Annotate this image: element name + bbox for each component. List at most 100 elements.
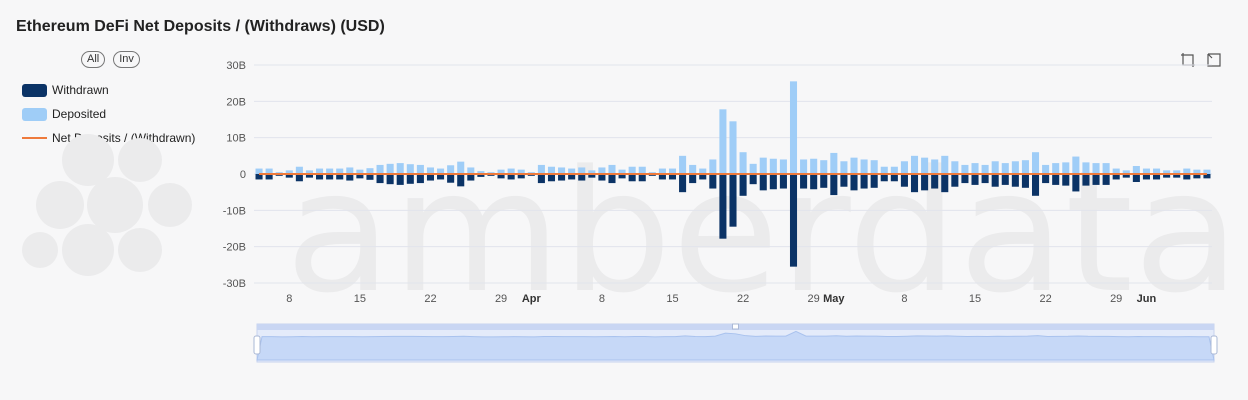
bar-deposited[interactable] <box>739 152 747 174</box>
bar-deposited[interactable] <box>850 157 858 174</box>
bar-deposited[interactable] <box>870 160 878 174</box>
bar-withdrawn[interactable] <box>447 174 455 183</box>
bar-withdrawn[interactable] <box>255 174 263 180</box>
bar-deposited[interactable] <box>961 164 969 174</box>
bar-withdrawn[interactable] <box>638 174 646 182</box>
bar-withdrawn[interactable] <box>709 174 717 189</box>
bar-withdrawn[interactable] <box>477 174 485 177</box>
bar-deposited[interactable] <box>437 168 445 174</box>
bar-withdrawn[interactable] <box>1203 174 1211 179</box>
bar-withdrawn[interactable] <box>295 174 303 182</box>
bar-withdrawn[interactable] <box>689 174 697 184</box>
bar-deposited[interactable] <box>800 159 808 174</box>
bar-deposited[interactable] <box>769 158 777 174</box>
bar-withdrawn[interactable] <box>830 174 838 196</box>
bar-deposited[interactable] <box>921 157 929 174</box>
bar-deposited[interactable] <box>396 163 404 174</box>
bar-withdrawn[interactable] <box>910 174 919 193</box>
bar-withdrawn[interactable] <box>1173 174 1181 178</box>
bar-withdrawn[interactable] <box>1072 174 1080 192</box>
bar-withdrawn[interactable] <box>880 174 888 182</box>
bar-withdrawn[interactable] <box>1042 174 1050 184</box>
bar-withdrawn[interactable] <box>396 174 404 185</box>
bar-withdrawn[interactable] <box>618 174 626 179</box>
bar-withdrawn[interactable] <box>931 174 939 189</box>
bar-deposited[interactable] <box>558 167 566 174</box>
bar-withdrawn[interactable] <box>1132 174 1140 182</box>
bar-withdrawn[interactable] <box>1092 174 1100 185</box>
bar-withdrawn[interactable] <box>537 174 545 184</box>
bar-deposited[interactable] <box>1163 170 1171 174</box>
bar-deposited[interactable] <box>789 81 798 174</box>
bar-deposited[interactable] <box>628 166 636 174</box>
bar-deposited[interactable] <box>1142 168 1150 174</box>
bar-withdrawn[interactable] <box>991 174 999 187</box>
bar-withdrawn[interactable] <box>860 174 868 189</box>
bar-deposited[interactable] <box>991 161 999 174</box>
bar-deposited[interactable] <box>295 166 303 174</box>
bar-withdrawn[interactable] <box>679 174 687 193</box>
bar-withdrawn[interactable] <box>870 174 878 188</box>
bar-withdrawn[interactable] <box>285 174 293 178</box>
bar-deposited[interactable] <box>1203 169 1211 174</box>
bar-deposited[interactable] <box>497 169 505 174</box>
bar-deposited[interactable] <box>588 170 596 174</box>
bar-withdrawn[interactable] <box>467 174 475 181</box>
bar-withdrawn[interactable] <box>961 174 969 184</box>
legend-item-deposited[interactable]: Deposited <box>22 102 195 126</box>
bar-deposited[interactable] <box>860 159 868 174</box>
bar-withdrawn[interactable] <box>1153 174 1161 180</box>
bar-deposited[interactable] <box>1001 163 1009 174</box>
bar-deposited[interactable] <box>1193 169 1201 174</box>
bar-deposited[interactable] <box>1052 163 1060 174</box>
bar-withdrawn[interactable] <box>779 174 787 189</box>
bar-deposited[interactable] <box>356 169 364 174</box>
bar-deposited[interactable] <box>477 171 485 174</box>
bar-deposited[interactable] <box>719 109 727 174</box>
bar-deposited[interactable] <box>366 168 374 174</box>
bar-deposited[interactable] <box>679 155 687 174</box>
bar-deposited[interactable] <box>1011 161 1019 174</box>
bar-deposited[interactable] <box>1153 168 1161 174</box>
bar-withdrawn[interactable] <box>305 174 313 178</box>
bar-deposited[interactable] <box>880 166 888 174</box>
bar-deposited[interactable] <box>1021 160 1029 174</box>
slider-handle-left[interactable] <box>253 335 261 355</box>
bar-deposited[interactable] <box>416 164 424 174</box>
bar-deposited[interactable] <box>517 169 525 174</box>
bar-deposited[interactable] <box>900 161 908 174</box>
bar-deposited[interactable] <box>749 163 757 174</box>
bar-withdrawn[interactable] <box>265 174 273 180</box>
bar-withdrawn[interactable] <box>951 174 959 187</box>
slider-center-grip[interactable] <box>732 323 739 330</box>
bar-deposited[interactable] <box>305 170 313 174</box>
bar-withdrawn[interactable] <box>608 174 616 184</box>
bar-deposited[interactable] <box>759 157 767 174</box>
slider-handle-right[interactable] <box>1210 335 1218 355</box>
bar-withdrawn[interactable] <box>1122 174 1130 178</box>
bar-withdrawn[interactable] <box>941 174 949 193</box>
bar-deposited[interactable] <box>729 121 737 174</box>
bar-deposited[interactable] <box>255 168 263 174</box>
bar-deposited[interactable] <box>1132 166 1140 174</box>
bar-deposited[interactable] <box>285 170 293 174</box>
bar-withdrawn[interactable] <box>890 174 898 182</box>
bar-deposited[interactable] <box>346 167 354 174</box>
bar-deposited[interactable] <box>941 155 949 174</box>
bar-withdrawn[interactable] <box>426 174 435 181</box>
bar-deposited[interactable] <box>578 167 586 174</box>
bar-deposited[interactable] <box>1031 152 1040 174</box>
bar-withdrawn[interactable] <box>1112 174 1120 180</box>
bar-deposited[interactable] <box>981 164 989 174</box>
bar-withdrawn[interactable] <box>1052 174 1060 185</box>
bar-deposited[interactable] <box>910 155 919 174</box>
bar-deposited[interactable] <box>265 168 273 174</box>
bar-deposited[interactable] <box>457 161 465 174</box>
bar-withdrawn[interactable] <box>810 174 818 190</box>
bar-withdrawn[interactable] <box>497 174 505 179</box>
bar-deposited[interactable] <box>547 166 556 174</box>
bar-deposited[interactable] <box>426 167 435 174</box>
bar-deposited[interactable] <box>668 168 677 174</box>
bar-deposited[interactable] <box>598 167 606 174</box>
bar-withdrawn[interactable] <box>507 174 515 180</box>
